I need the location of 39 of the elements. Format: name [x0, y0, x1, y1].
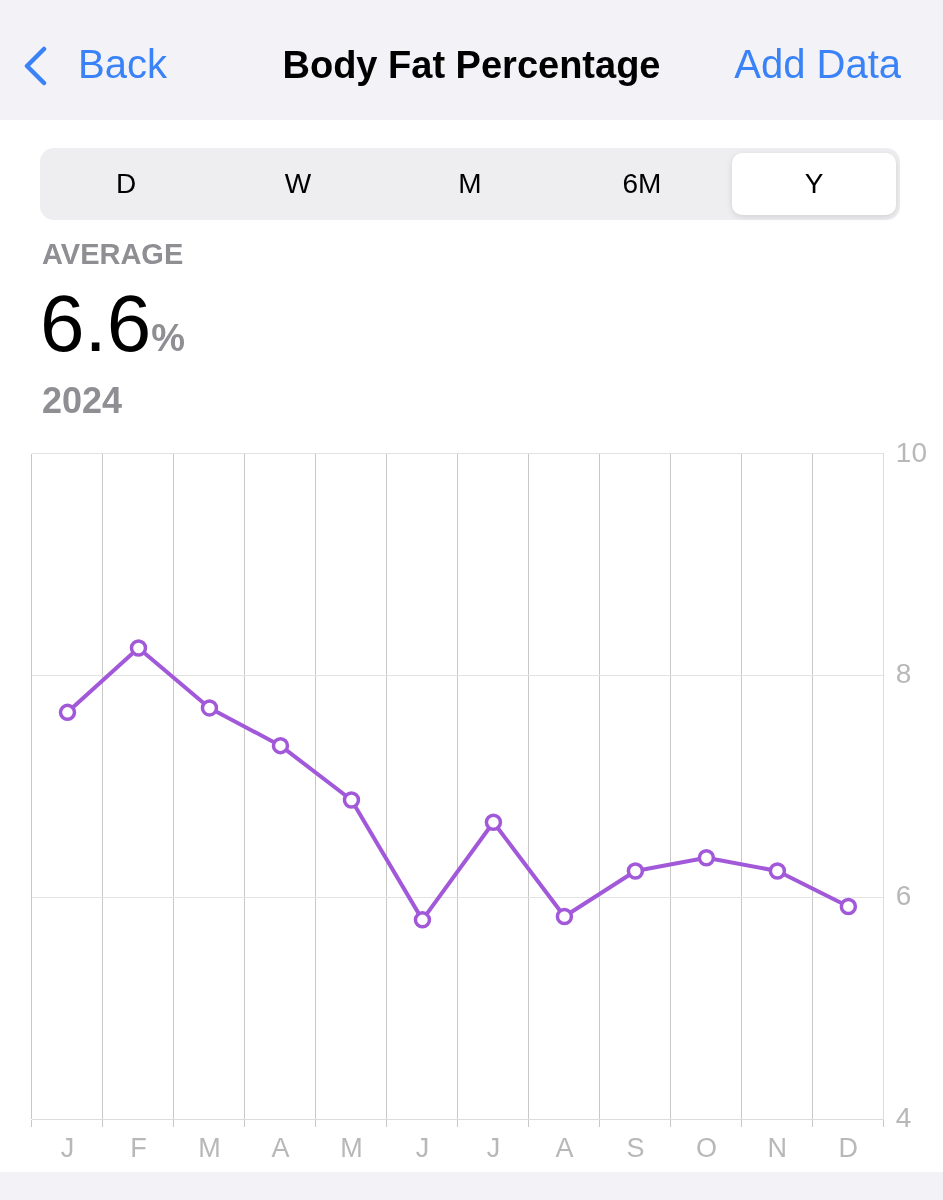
y-tick-label: 4: [895, 1102, 912, 1134]
x-tick-label: M: [198, 1133, 221, 1164]
point: [58, 703, 77, 722]
text: AVERAGE: [42, 238, 184, 271]
x-tick-label: F: [130, 1133, 147, 1164]
text: W: [283, 167, 313, 201]
point: [839, 897, 858, 916]
x-tick-label: A: [271, 1133, 290, 1164]
text: Y: [732, 153, 896, 215]
point: [200, 699, 219, 717]
text: D: [114, 167, 138, 201]
x-tick-label: J: [415, 1133, 430, 1164]
point: [555, 907, 574, 926]
y-tick-label: 8: [895, 658, 912, 690]
text: Add Data: [734, 42, 901, 87]
point: [342, 791, 361, 809]
y-tick-label: 10: [895, 436, 928, 468]
point: [271, 736, 290, 755]
x-tick-label: M: [340, 1133, 363, 1164]
text: M: [457, 167, 483, 201]
x-tick-label: S: [626, 1133, 645, 1164]
point: [484, 813, 503, 831]
x-tick-label: N: [767, 1133, 788, 1164]
text: 6.6%: [40, 279, 186, 368]
point: [129, 639, 148, 657]
y-tick-label: 6: [895, 880, 912, 912]
x-tick-label: A: [555, 1133, 574, 1164]
x-tick-label: D: [838, 1133, 859, 1164]
point: [413, 911, 432, 929]
x-tick-label: J: [486, 1133, 501, 1164]
chart-title: Body Fat Percentage: [282, 44, 661, 86]
point: [768, 862, 787, 880]
text: 2024: [42, 380, 123, 422]
x-tick-label: O: [695, 1133, 717, 1164]
x-tick-label: J: [60, 1133, 75, 1164]
point: [697, 848, 716, 867]
text: Back: [78, 42, 167, 87]
text: 6M: [621, 167, 663, 201]
point: [626, 862, 645, 880]
